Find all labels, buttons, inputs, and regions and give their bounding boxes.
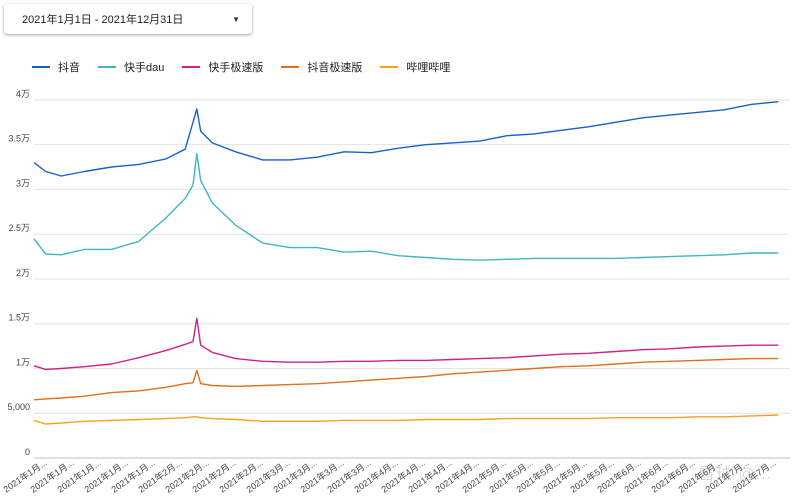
legend-swatch [380, 66, 399, 68]
legend-label: 抖音 [58, 62, 80, 74]
y-tick-label: 2万 [16, 268, 30, 278]
legend-item-kuaishou[interactable]: 快手dau [98, 59, 164, 75]
y-tick-label: 1.5万 [8, 313, 30, 323]
y-tick-label: 3.5万 [8, 134, 30, 144]
legend-item-douyin[interactable]: 抖音 [32, 59, 80, 75]
series-line-kuaishou [33, 152, 779, 261]
legend-label: 抖音极速版 [307, 62, 363, 74]
series-line-kuaishou_speed [33, 317, 779, 371]
legend-swatch [281, 66, 300, 68]
legend-swatch [32, 66, 50, 68]
y-tick-label: 4万 [16, 89, 30, 99]
legend-swatch [182, 66, 201, 68]
chart-legend: 抖音 快手dau 快手极速版 抖音极速版 哔哩哔哩 [32, 58, 468, 76]
watermark-text: 雪球 @... [698, 466, 772, 483]
legend-label: 哔哩哔哩 [406, 62, 451, 74]
series-line-douyin_speed [33, 357, 779, 401]
y-tick-label: 5,000 [7, 402, 30, 412]
y-tick-label: 3万 [16, 178, 30, 188]
caret-down-icon: ▼ [232, 14, 240, 24]
date-range-label: 2021年1月1日 - 2021年12月31日 [22, 14, 184, 26]
series-line-douyin [33, 101, 779, 177]
y-tick-label: 0 [25, 447, 30, 457]
legend-item-bilibili[interactable]: 哔哩哔哩 [380, 59, 450, 75]
legend-label: 快手dau [124, 62, 165, 74]
legend-swatch [98, 66, 116, 68]
date-range-picker[interactable]: 2021年1月1日 - 2021年12月31日 ▼ [4, 4, 252, 34]
y-tick-label: 1万 [16, 357, 30, 367]
legend-item-kuaishou_speed[interactable]: 快手极速版 [182, 59, 263, 75]
legend-item-douyin_speed[interactable]: 抖音极速版 [281, 59, 362, 75]
series-line-bilibili [33, 414, 779, 425]
y-tick-label: 2.5万 [8, 223, 30, 233]
legend-label: 快手极速版 [208, 62, 264, 74]
